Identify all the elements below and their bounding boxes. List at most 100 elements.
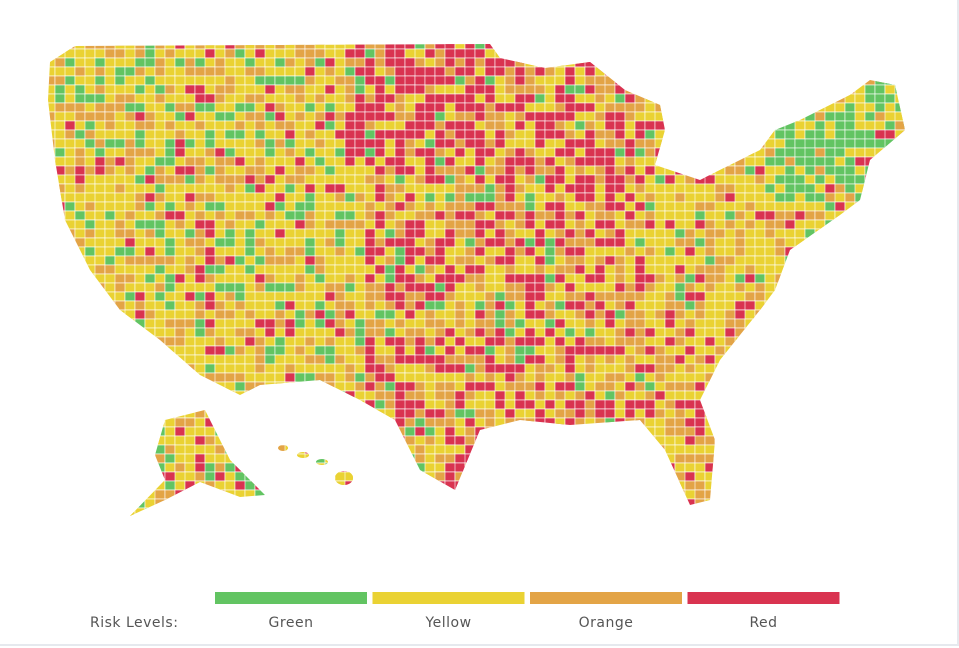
county: [224, 111, 236, 122]
county: [844, 453, 856, 464]
county: [484, 435, 496, 446]
county: [364, 174, 376, 185]
county: [504, 291, 516, 302]
county: [854, 255, 866, 266]
county: [614, 417, 626, 428]
county: [874, 228, 886, 239]
county: [834, 210, 846, 221]
county: [144, 336, 156, 347]
county: [774, 264, 786, 275]
county: [634, 354, 646, 365]
county: [414, 381, 426, 392]
county: [414, 201, 426, 212]
county: [864, 498, 876, 509]
county: [714, 408, 726, 419]
county: [814, 66, 836, 77]
county: [874, 192, 886, 203]
county: [744, 264, 756, 275]
county: [824, 165, 836, 176]
county: [684, 210, 696, 221]
county: [454, 390, 466, 401]
county: [864, 327, 876, 338]
county: [54, 453, 66, 464]
county: [704, 75, 716, 86]
county: [164, 507, 186, 516]
county: [454, 480, 466, 491]
county: [374, 264, 386, 275]
county: [124, 354, 146, 365]
county: [874, 309, 886, 320]
county: [84, 183, 96, 194]
county: [644, 66, 666, 77]
county: [514, 498, 526, 509]
county: [464, 507, 476, 516]
county: [94, 44, 106, 50]
county: [494, 219, 506, 230]
county: [864, 462, 876, 473]
county: [104, 345, 116, 356]
county: [104, 75, 116, 86]
county: [244, 426, 256, 437]
county: [74, 48, 86, 59]
county: [534, 309, 546, 320]
county: [634, 435, 646, 446]
county: [84, 498, 96, 509]
county: [314, 426, 326, 437]
county: [554, 462, 566, 473]
county: [694, 44, 706, 50]
county: [224, 156, 236, 167]
county: [214, 138, 226, 149]
county: [664, 507, 686, 516]
county: [224, 183, 236, 194]
county: [804, 363, 816, 374]
county: [174, 336, 186, 347]
county: [394, 453, 406, 464]
county: [264, 201, 276, 212]
county: [524, 453, 546, 464]
county: [894, 300, 905, 311]
county: [74, 192, 86, 203]
county: [314, 129, 326, 140]
county: [234, 129, 246, 140]
county: [104, 363, 116, 374]
county: [864, 489, 876, 500]
county: [474, 165, 486, 176]
county: [844, 282, 856, 293]
county: [234, 345, 246, 356]
county: [624, 444, 636, 455]
county: [744, 255, 756, 266]
county: [704, 255, 716, 266]
county: [54, 363, 66, 374]
county: [705, 517, 715, 526]
county: [484, 228, 496, 239]
county: [124, 444, 146, 455]
county: [634, 102, 646, 113]
county: [644, 120, 656, 131]
county: [134, 138, 146, 149]
county: [394, 372, 406, 383]
county: [414, 75, 426, 86]
county: [344, 381, 356, 392]
county: [834, 489, 856, 500]
county: [754, 327, 766, 338]
county: [634, 57, 646, 68]
county: [704, 237, 716, 248]
county: [854, 174, 866, 185]
county: [354, 291, 366, 302]
county: [564, 480, 576, 491]
county: [194, 255, 206, 266]
county: [164, 129, 176, 140]
county: [614, 354, 626, 365]
county: [104, 462, 126, 473]
county: [374, 246, 386, 257]
county: [514, 489, 526, 500]
county: [904, 498, 905, 509]
county: [884, 498, 896, 509]
county: [324, 147, 336, 158]
county: [774, 417, 786, 428]
county: [244, 336, 256, 347]
county: [84, 435, 96, 446]
county: [794, 228, 806, 239]
county: [154, 129, 166, 140]
county: [414, 219, 426, 230]
